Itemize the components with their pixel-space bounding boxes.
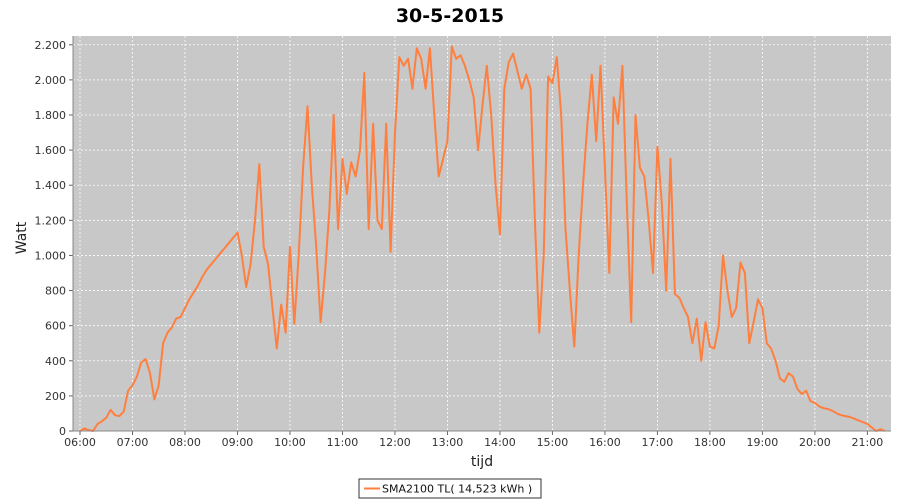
x-tick-label: 10:00 <box>274 436 306 449</box>
legend-box <box>358 478 542 499</box>
legend-label: SMA2100 TL( 14,523 kWh ) <box>382 483 532 496</box>
x-tick-label: 06:00 <box>64 436 96 449</box>
x-tick-label: 08:00 <box>169 436 201 449</box>
x-tick-label: 20:00 <box>799 436 831 449</box>
y-tick-label: 2.000 <box>35 74 67 87</box>
x-tick-label: 21:00 <box>852 436 884 449</box>
plot-background <box>73 36 891 431</box>
x-tick-label: 12:00 <box>379 436 411 449</box>
y-tick-label: 0 <box>59 425 66 438</box>
axes: 0 200 400 600 800 1.000 1.200 1.400 1.600 1.800 2.… <box>35 36 891 449</box>
x-tick-label: 09:00 <box>222 436 254 449</box>
y-tick-label: 800 <box>45 285 66 298</box>
y-tick-label: 1.600 <box>35 144 67 157</box>
y-tick-label: 1.000 <box>35 249 67 262</box>
x-tick-label: 14:00 <box>484 436 516 449</box>
x-axis-title: tijd <box>471 454 493 470</box>
x-tick-label: 11:00 <box>327 436 359 449</box>
series-line <box>79 45 886 432</box>
x-tick-label: 18:00 <box>694 436 726 449</box>
x-tick-label: 07:00 <box>117 436 149 449</box>
x-tick-label: 13:00 <box>432 436 464 449</box>
y-tick-label: 1.200 <box>35 214 67 227</box>
grid-lines <box>73 36 891 432</box>
y-tick-label: 600 <box>45 320 66 333</box>
y-tick-label: 1.800 <box>35 109 67 122</box>
series-layer <box>79 45 886 432</box>
legend: SMA2100 TL( 14,523 kWh ) <box>358 478 542 499</box>
y-axis-title: Watt <box>14 221 30 254</box>
y-tick-label: 200 <box>45 390 66 403</box>
y-tick-label: 2.200 <box>35 39 67 52</box>
y-tick-label: 1.400 <box>35 179 67 192</box>
x-tick-label: 16:00 <box>589 436 621 449</box>
y-tick-label: 400 <box>45 355 66 368</box>
plot-area <box>73 36 891 432</box>
x-tick-label: 19:00 <box>747 436 779 449</box>
x-tick-label: 17:00 <box>642 436 674 449</box>
chart-title: 30-5-2015 <box>396 5 504 27</box>
x-tick-label: 15:00 <box>537 436 569 449</box>
